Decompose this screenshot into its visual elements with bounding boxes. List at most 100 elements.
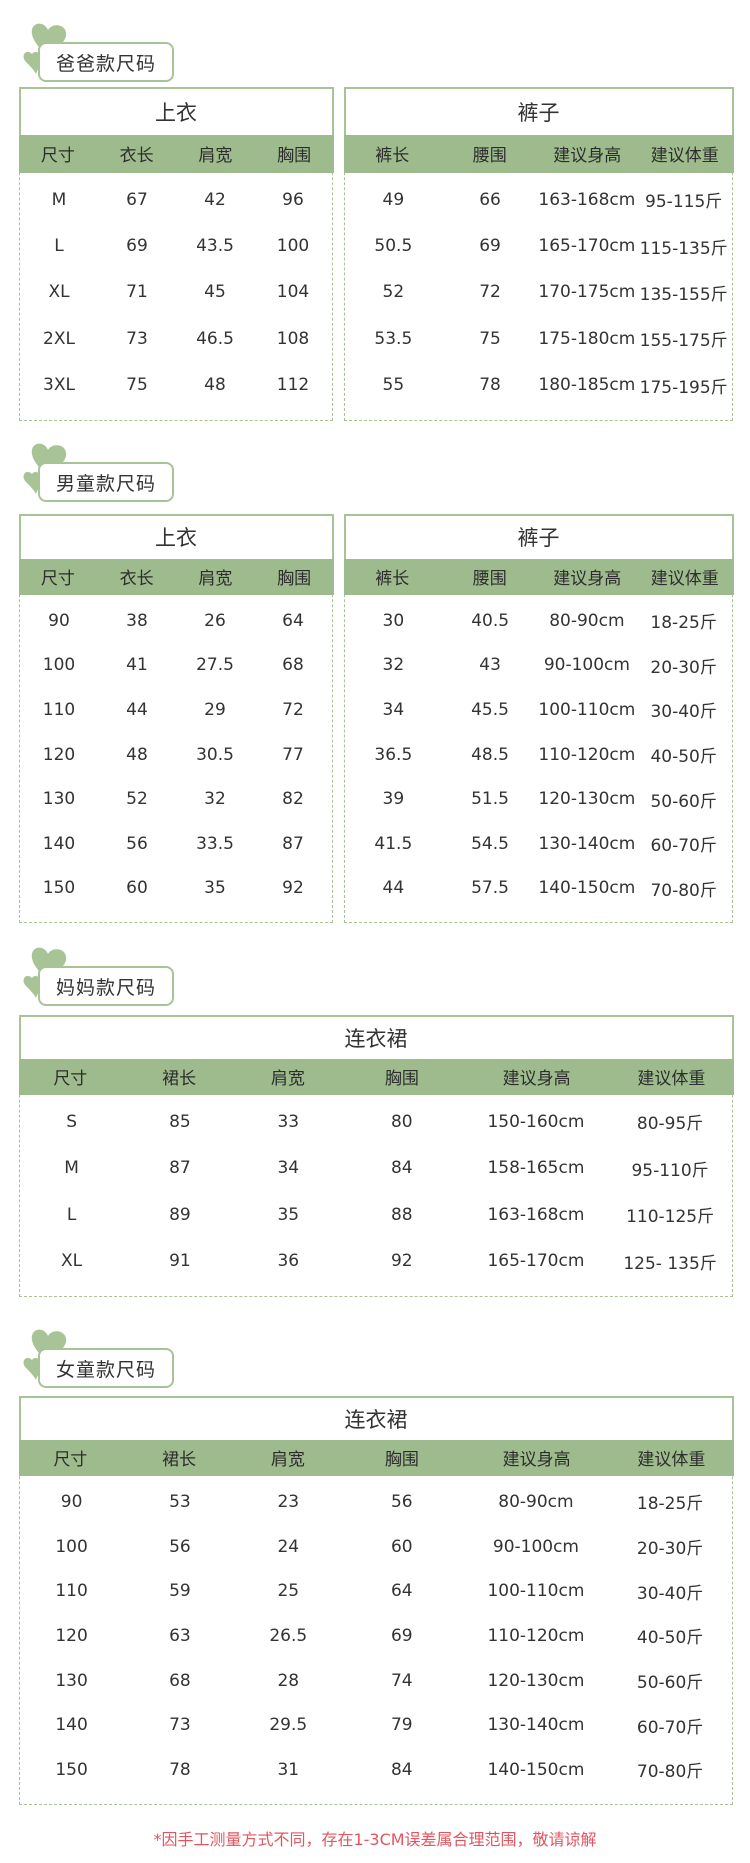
table-cell: 26	[204, 610, 226, 631]
table-row: 50.5 69 165-170cm 115-135斤	[345, 223, 732, 269]
table-cell: 125- 135斤	[623, 1253, 717, 1274]
badge-frame	[38, 42, 174, 82]
table-row: 100 56 24 60 90-100cm 20-30斤	[20, 1524, 732, 1569]
table-title: 连衣裙	[18, 1014, 734, 1059]
table-cell: 140	[42, 833, 76, 854]
size-table: 上衣 尺寸 衣长 肩宽 胸围 M 67 42 96 L 69 43.5 100 XL 71 45 104 2XL 7…	[18, 86, 334, 421]
table-row: 90 53 23 56 80-90cm 18-25斤	[20, 1480, 732, 1525]
table-cell: 56	[390, 1491, 413, 1512]
column-header: 尺寸	[40, 146, 75, 166]
table-cell: 68	[282, 655, 304, 676]
table-row: 140 73 29.5 79 130-140cm 60-70斤	[20, 1703, 732, 1748]
table-row: 90 38 26 64	[20, 599, 332, 644]
table-row: 140 56 33.5 87	[20, 821, 332, 866]
table-cell: 42	[204, 189, 226, 210]
table-cell: 59	[169, 1581, 191, 1602]
table-row: 49 66 163-168cm 95-115斤	[345, 177, 732, 223]
table-cell: 100-110cm	[538, 699, 636, 720]
table-title: 连衣裙	[18, 1395, 734, 1440]
table-cell: 78	[479, 375, 501, 396]
table-cell: 56	[169, 1536, 191, 1557]
table-cell: 80-95斤	[636, 1114, 704, 1135]
section-badge: 爸爸款尺码	[22, 20, 182, 84]
table-row: L 89 35 88 163-168cm 110-125斤	[20, 1192, 732, 1239]
table-body: M 67 42 96 L 69 43.5 100 XL 71 45 104 2XL 73 46.5 108 3X…	[20, 173, 332, 409]
table-cell: 110-120cm	[487, 1625, 585, 1646]
table-cell: 46.5	[196, 328, 234, 349]
table-cell: 72	[479, 282, 501, 303]
table-cell: 45	[204, 282, 226, 303]
table-cell: 30-40斤	[636, 1583, 704, 1604]
table-cell: 44	[126, 699, 148, 720]
table-cell: 78	[169, 1759, 191, 1780]
column-header: 胸围	[384, 1069, 419, 1089]
table-cell: 18-25斤	[650, 613, 717, 634]
table-cell: 50-60斤	[650, 791, 717, 812]
table-cell: 163-168cm	[487, 1204, 585, 1225]
column-header: 裙长	[162, 1450, 197, 1470]
table-cell: 18-25斤	[636, 1494, 704, 1515]
column-header: 衣长	[119, 569, 154, 589]
table-cell: 90-100cm	[543, 655, 630, 676]
table-cell: 41	[126, 655, 148, 676]
table-row: 130 52 32 82	[20, 777, 332, 822]
table-cell: 35	[204, 878, 226, 899]
table-row: 2XL 73 46.5 108	[20, 316, 332, 362]
table-row: 110 44 29 72	[20, 688, 332, 733]
table-cell: 31	[277, 1759, 300, 1780]
table-cell: 30-40斤	[650, 702, 717, 723]
table-cell: 135-155斤	[639, 284, 728, 305]
table-cell: 77	[282, 744, 304, 765]
table-cell: 64	[282, 610, 304, 631]
table-cell: 120	[42, 744, 76, 765]
heart-icon	[22, 1326, 74, 1390]
table-cell: 74	[390, 1670, 413, 1691]
table-cell: 95-115斤	[645, 192, 723, 213]
table-row: 150 60 35 92	[20, 866, 332, 911]
badge-frame	[38, 462, 174, 502]
section-badge: 女童款尺码	[22, 1326, 182, 1390]
table-cell: 60	[390, 1536, 413, 1557]
section-title: 男童款尺码	[56, 473, 157, 495]
table-cell: 96	[282, 189, 304, 210]
table-cell: 20-30斤	[636, 1539, 704, 1560]
table-cell: 43	[479, 655, 501, 676]
table-cell: 82	[282, 789, 304, 810]
table-cell: 140-150cm	[487, 1759, 585, 1780]
table-cell: 63	[169, 1625, 191, 1646]
table-cell: 88	[390, 1204, 413, 1225]
table-cell: S	[66, 1111, 77, 1132]
table-cell: 110-120cm	[538, 744, 636, 765]
table-row: 100 41 27.5 68	[20, 643, 332, 688]
table-cell: 27.5	[196, 655, 234, 676]
table-cell: 54.5	[471, 833, 509, 854]
table-cell: 150	[42, 878, 76, 899]
column-header: 尺寸	[53, 1069, 88, 1089]
table-cell: 71	[126, 282, 148, 303]
table-cell: 36.5	[374, 744, 413, 765]
table-row: 44 57.5 140-150cm 70-80斤	[345, 866, 732, 911]
column-header: 衣长	[119, 146, 154, 166]
table-cell: 45.5	[471, 699, 509, 720]
table-row: 150 78 31 84 140-150cm 70-80斤	[20, 1748, 732, 1793]
table-cell: 48	[204, 375, 226, 396]
table-cell: 75	[479, 328, 501, 349]
table-body: 30 40.5 80-90cm 18-25斤 32 43 90-100cm 20-30斤 34 4…	[345, 595, 732, 911]
table-cell: 72	[282, 699, 304, 720]
section-title: 爸爸款尺码	[56, 53, 157, 75]
table-cell: 66	[479, 189, 501, 210]
table-cell: 2XL	[43, 328, 75, 349]
table-header-row: 尺寸 裙长 肩宽 胸围 建议身高 建议体重	[18, 1439, 734, 1476]
column-header: 肩宽	[198, 146, 233, 166]
column-header: 尺寸	[53, 1450, 88, 1470]
table-cell: 85	[169, 1111, 191, 1132]
column-header: 建议身高	[553, 569, 622, 589]
column-header: 尺寸	[40, 569, 75, 589]
table-cell: 44	[382, 878, 405, 899]
table-cell: 140	[55, 1715, 88, 1736]
table-cell: 75	[126, 375, 148, 396]
table-cell: 165-170cm	[487, 1251, 585, 1272]
table-cell: 150	[55, 1759, 88, 1780]
table-cell: 49	[382, 189, 405, 210]
